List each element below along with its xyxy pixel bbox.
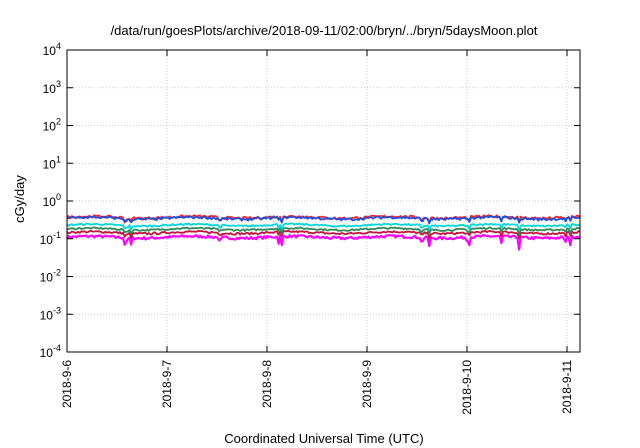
series-line <box>66 234 581 251</box>
y-tick-label: 104 <box>43 41 61 58</box>
x-tick-label: 2018-9-8 <box>260 360 274 408</box>
x-tick-label: 2018-9-9 <box>360 360 374 408</box>
y-tick-label: 10-2 <box>40 268 61 285</box>
y-tick-label: 100 <box>43 192 61 209</box>
series-layer <box>66 214 581 251</box>
y-tick-label: 103 <box>43 79 61 96</box>
series-line <box>66 215 581 225</box>
y-tick-label: 10-3 <box>40 305 61 322</box>
y-axis-label: cGy/day <box>12 175 27 223</box>
x-tick-label: 2018-9-7 <box>160 360 174 408</box>
x-axis-label: Coordinated Universal Time (UTC) <box>224 431 423 446</box>
series-line <box>66 229 581 240</box>
y-tick-label: 101 <box>43 154 61 171</box>
y-tick-label: 10-4 <box>40 343 61 360</box>
chart-title: /data/run/goesPlots/archive/2018-09-11/0… <box>111 23 538 38</box>
plot-frame <box>66 49 581 353</box>
x-tick-label: 2018-9-10 <box>460 360 474 415</box>
x-tick-label: 2018-9-6 <box>60 360 74 408</box>
y-tick-label: 10-1 <box>40 230 61 247</box>
x-tick-label: 2018-9-11 <box>560 360 574 414</box>
y-tick-label: 102 <box>43 117 61 134</box>
series-line <box>66 222 581 231</box>
x-axis-ticks: 2018-9-6 2018-9-7 2018-9-8 2018-9-9 2018-9-1… <box>60 50 574 415</box>
y-axis-ticks: 10-4 10-3 10-2 10-1 100 101 102 103 104 <box>40 41 580 360</box>
grid <box>66 50 580 352</box>
series-line <box>66 226 581 236</box>
